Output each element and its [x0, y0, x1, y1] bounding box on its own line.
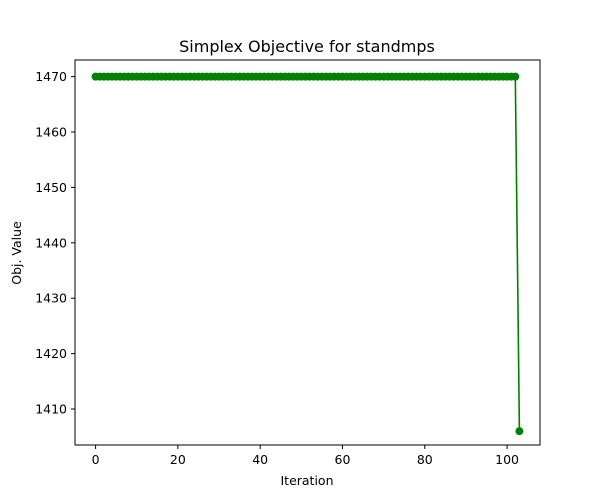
x-axis-label: Iteration	[280, 473, 333, 488]
x-tick-label: 100	[495, 452, 519, 467]
data-point	[515, 427, 524, 436]
y-axis: 1410 1420 1430 1440 1450 1460 1470	[35, 69, 75, 416]
y-tick-label: 1470	[35, 69, 67, 84]
x-tick-label: 60	[335, 452, 351, 467]
x-tick-label: 20	[170, 452, 186, 467]
x-tick-label: 0	[92, 452, 100, 467]
x-tick-label: 40	[252, 452, 268, 467]
series-line	[95, 75, 521, 432]
y-tick-label: 1450	[35, 180, 67, 195]
plot-area	[91, 72, 524, 436]
x-axis: 0 20 40 60 80 100	[92, 445, 519, 467]
axes-frame	[74, 59, 541, 446]
chart-title: Simplex Objective for standmps	[179, 37, 435, 56]
y-tick-label: 1460	[35, 125, 67, 140]
x-tick-label: 80	[417, 452, 433, 467]
y-tick-label: 1430	[35, 291, 67, 306]
y-tick-label: 1410	[35, 401, 67, 416]
y-tick-label: 1440	[35, 235, 67, 250]
data-point	[511, 72, 520, 81]
y-tick-label: 1420	[35, 346, 67, 361]
y-axis-label: Obj. Value	[9, 221, 24, 285]
